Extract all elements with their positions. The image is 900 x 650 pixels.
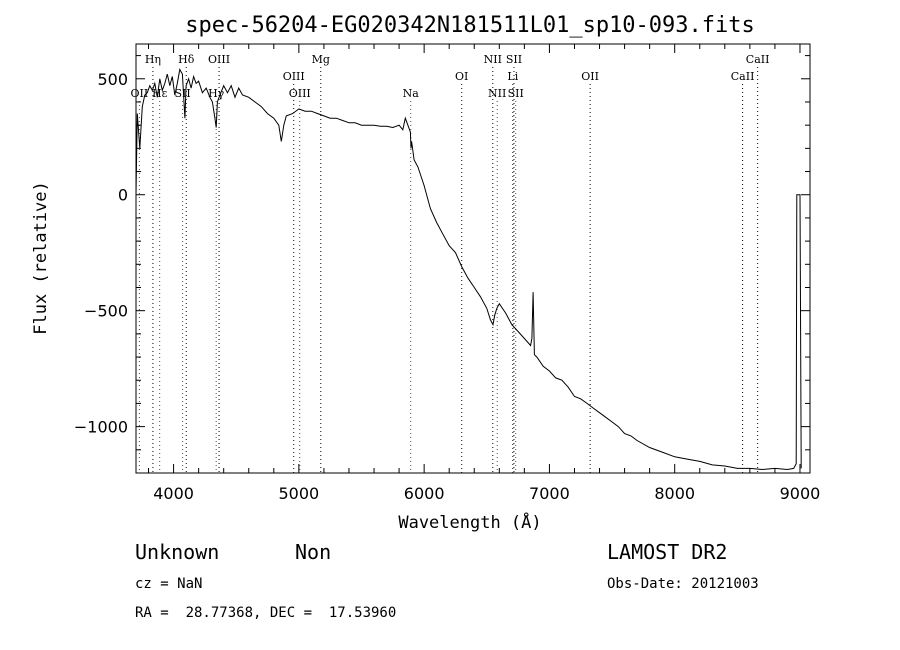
line-label: OII	[131, 87, 149, 100]
line-label: CaII	[731, 70, 755, 83]
coordinates-text: RA = 28.77368, DEC = 17.53960	[135, 605, 397, 621]
spectrum-chart: spec-56204-EG020342N181511L01_sp10-093.f…	[31, 13, 821, 533]
line-label: CaII	[746, 53, 770, 66]
line-label: Hγ	[208, 87, 225, 100]
line-label: SII	[508, 87, 524, 100]
spectrum-line	[135, 68, 802, 471]
line-label: NII	[488, 87, 506, 100]
chart-title: spec-56204-EG020342N181511L01_sp10-093.f…	[185, 13, 755, 38]
x-tick-label: 4000	[153, 484, 194, 503]
x-tick-label: 9000	[780, 484, 821, 503]
y-tick-label: −500	[84, 302, 128, 321]
obs-date-text: Obs-Date: 20121003	[607, 576, 759, 592]
line-label: Na	[403, 87, 420, 100]
x-tick-label: 7000	[529, 484, 570, 503]
plot-frame	[135, 43, 811, 474]
y-tick-label: 0	[118, 186, 128, 205]
line-label: Hδ	[178, 53, 195, 66]
spectrum-series	[135, 68, 802, 471]
y-tick-label: 500	[97, 70, 128, 89]
x-axis-label: Wavelength (Å)	[398, 511, 541, 533]
x-tick-label: 8000	[654, 484, 695, 503]
axes: 4000 5000 6000 7000 8000 9000 −1000 −500 0 500	[74, 43, 821, 503]
object-subclass: Non	[295, 540, 332, 564]
x-tick-label: 6000	[404, 484, 445, 503]
object-type: Unknown	[135, 540, 220, 564]
redshift-text: cz = NaN	[135, 576, 203, 592]
line-label: OIII	[208, 53, 230, 66]
line-label: OIII	[289, 87, 311, 100]
line-label: OIII	[283, 70, 305, 83]
line-label: OI	[455, 70, 468, 83]
line-label: Li	[507, 70, 518, 83]
line-label: SII	[174, 87, 190, 100]
line-label: Hε	[152, 87, 168, 100]
line-label: NII	[484, 53, 502, 66]
line-label: SII	[506, 53, 522, 66]
y-tick-label: −1000	[74, 418, 128, 437]
survey-name: LAMOST DR2	[607, 540, 728, 564]
line-label: OII	[581, 70, 599, 83]
x-tick-label: 5000	[279, 484, 320, 503]
y-axis-label: Flux (relative)	[31, 181, 51, 335]
line-label: Hη	[145, 53, 161, 66]
line-label: Mg	[312, 53, 330, 66]
